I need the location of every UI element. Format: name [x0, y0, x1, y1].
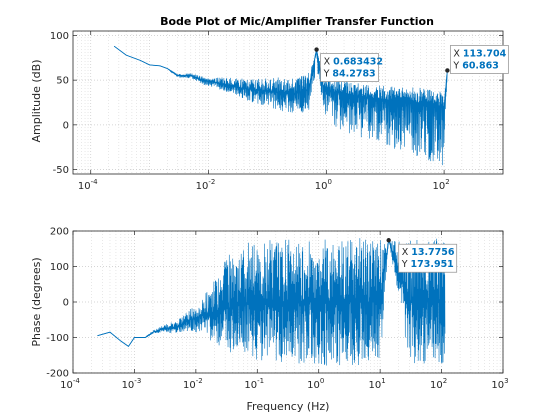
amp-series-envelope [113, 45, 448, 108]
amp-datatip-y: Y 84.2783 [323, 69, 376, 80]
phase-x-tick-label: 103 [491, 377, 508, 391]
phase-y-tick-label: 200 [50, 227, 69, 238]
plot-title: Bode Plot of Mic/Amplifier Transfer Func… [160, 15, 434, 28]
phase-axes: Phase (degrees) Frequency (Hz) 10-4 10-3 1… [30, 227, 509, 414]
phase-x-tick-label: 102 [430, 377, 447, 391]
phase-ylabel: Phase (degrees) [30, 257, 43, 346]
amp-datatip-x: X 113.704 [453, 48, 506, 59]
amp-y-tick-label: 0 [63, 120, 69, 131]
phase-x-tick-label: 10-1 [244, 377, 264, 391]
phase-y-tick-label: -200 [46, 369, 69, 380]
amp-datatip-marker [314, 47, 319, 52]
amp-x-tick-label: 10-2 [196, 178, 216, 192]
phase-datatip-box [398, 243, 458, 273]
amp-y-tick-label: 50 [56, 76, 69, 87]
phase-x-tick-label: 100 [307, 377, 324, 391]
amp-x-tick-label: 102 [433, 178, 450, 192]
amp-x-tick-label: 10-4 [78, 178, 98, 192]
phase-y-tick-label: 100 [50, 262, 69, 273]
phase-series-envelope [97, 240, 445, 348]
amp-datatip-box [320, 53, 379, 82]
phase-y-tick-label: 0 [63, 298, 69, 309]
amp-datatip-box [449, 45, 509, 74]
frequency-xlabel: Frequency (Hz) [247, 400, 330, 413]
amp-y-tick-label: -50 [53, 165, 69, 176]
phase-datatip-y: Y 173.951 [401, 259, 454, 270]
phase-x-tick-label: 101 [369, 377, 386, 391]
amplitude-axes: Bode Plot of Mic/Amplifier Transfer Func… [30, 15, 509, 192]
amp-datatip-y: Y 60.863 [452, 60, 499, 71]
amp-x-tick-label: 100 [315, 178, 332, 192]
phase-x-tick-label: 10-4 [60, 377, 80, 391]
amp-datatip-marker [445, 68, 450, 73]
phase-x-tick-label: 10-3 [122, 377, 142, 391]
amp-axes-box [72, 30, 504, 175]
amp-y-tick-label: 100 [50, 31, 69, 42]
phase-datatip-x: X 13.7756 [402, 247, 455, 258]
phase-x-tick-label: 10-2 [183, 377, 203, 391]
amplitude-ylabel: Amplitude (dB) [30, 60, 43, 143]
phase-datatip-marker [386, 238, 391, 243]
amp-datatip-x: X 0.683432 [324, 57, 383, 68]
phase-y-tick-label: -100 [46, 333, 69, 344]
